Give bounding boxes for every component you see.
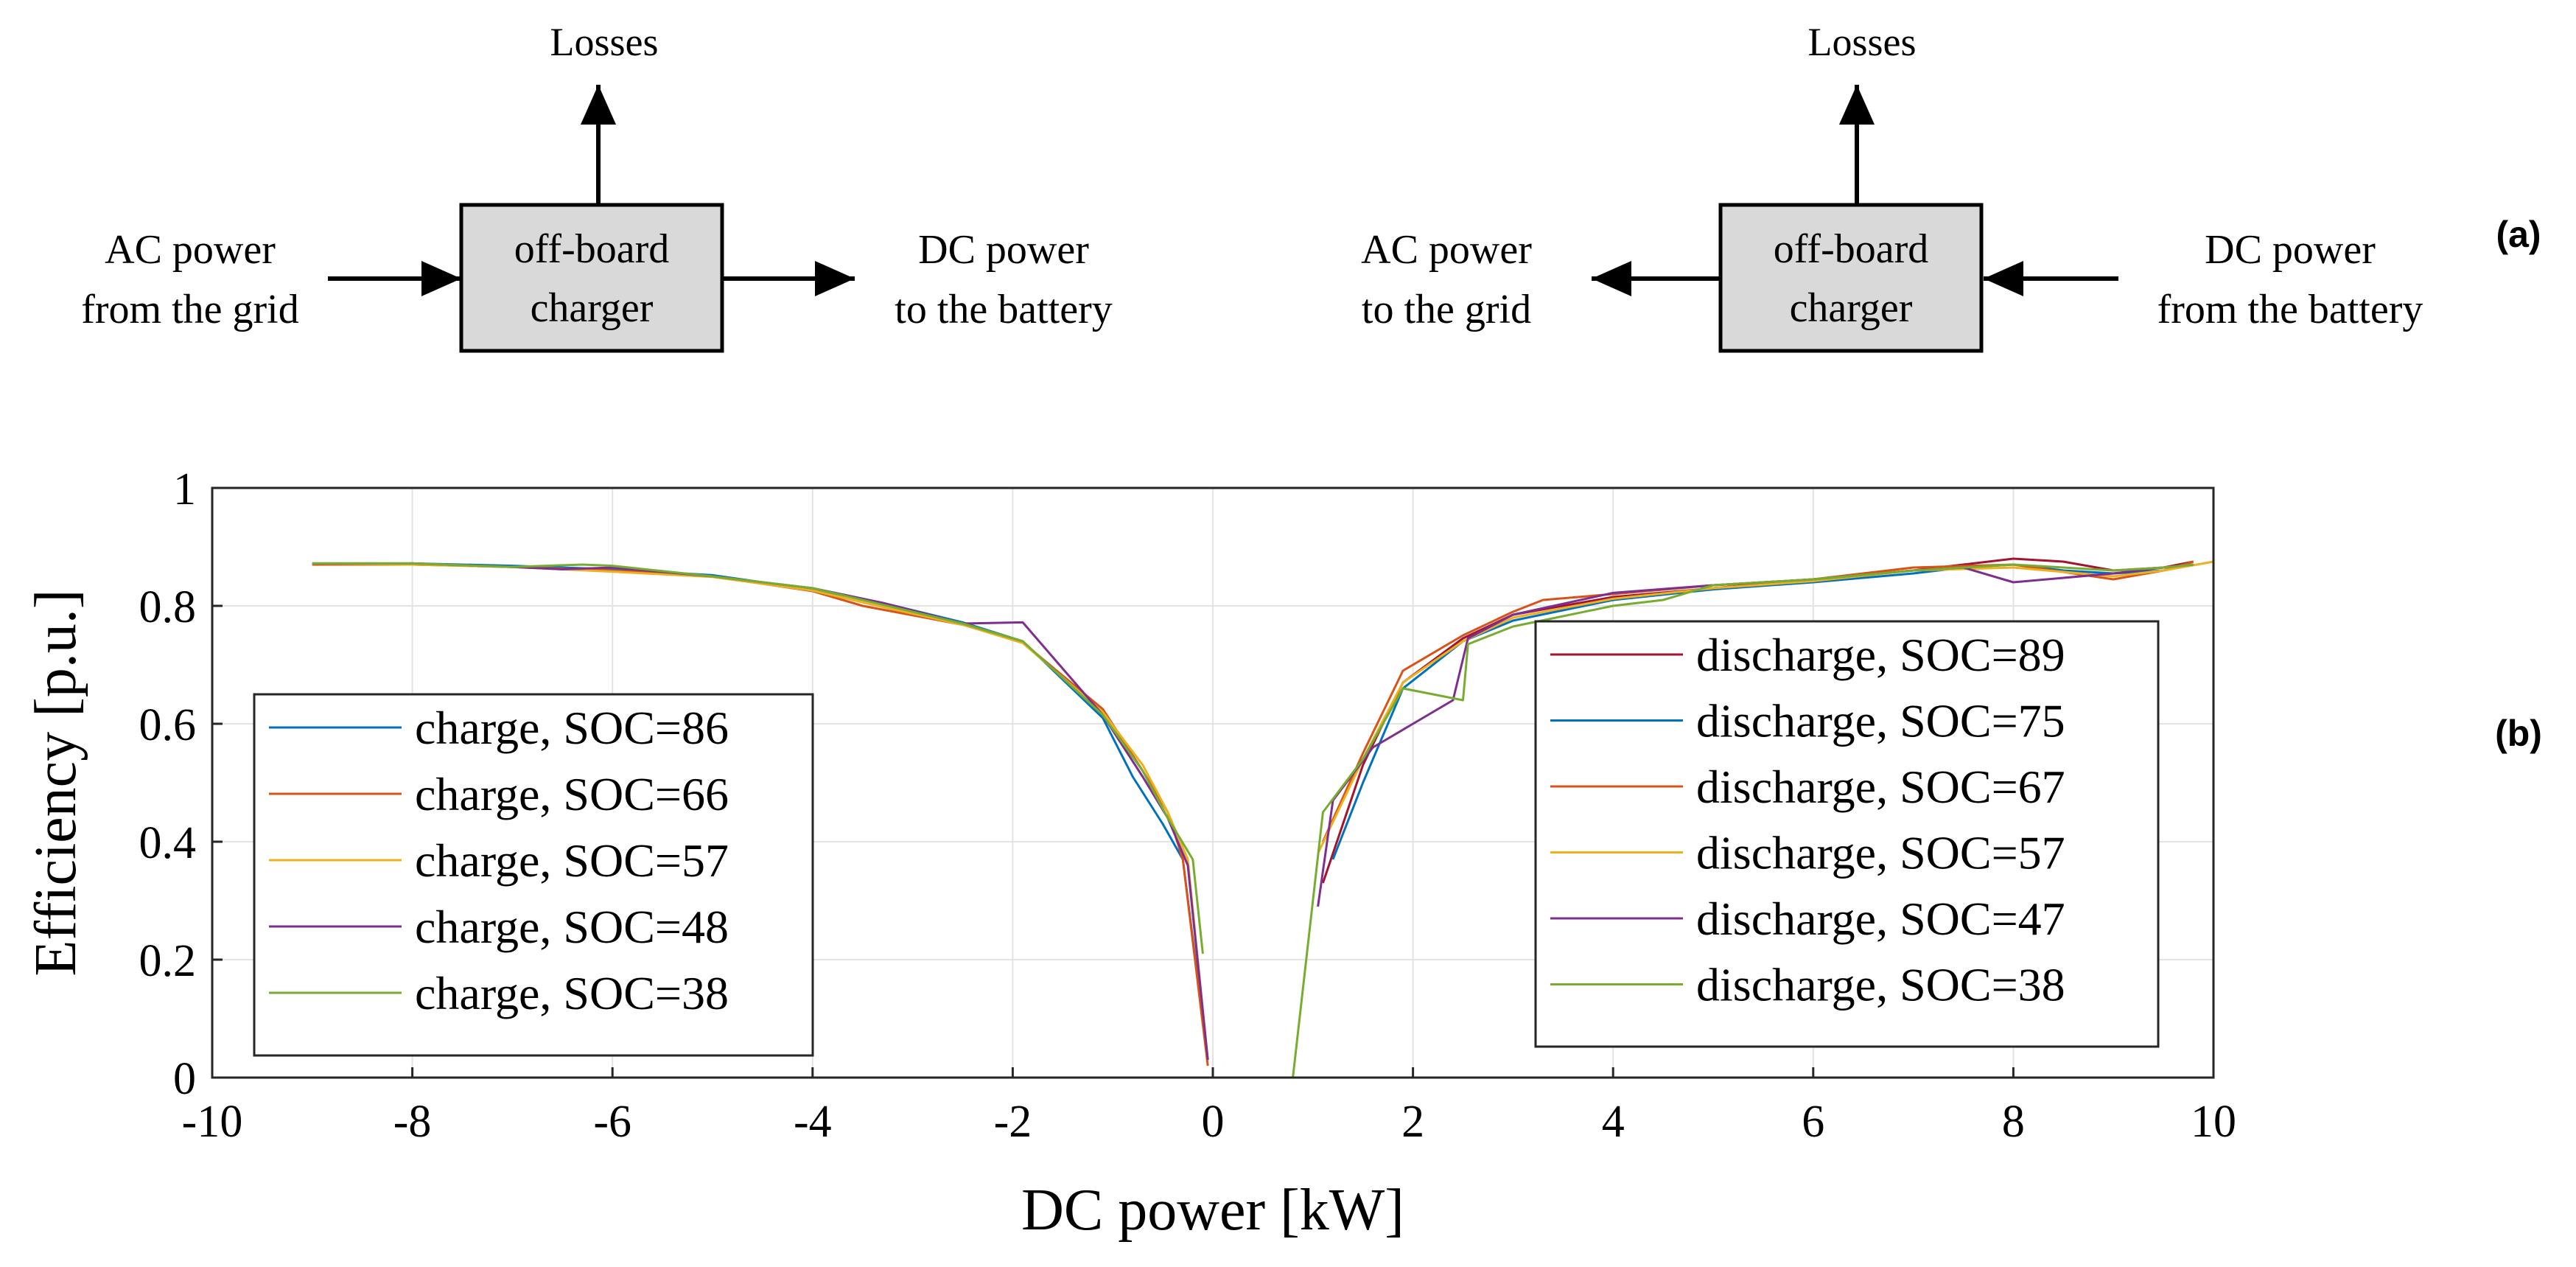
discharge-input-label-line1: DC power [2205,227,2376,273]
x-axis-ticks: -10 -8 -6 -4 -2 0 2 4 6 8 10 [182,1067,2236,1147]
discharge-output-label-line1: AC power [1361,227,1532,273]
panel-label-b: (b) [2495,713,2542,754]
discharge-charger-box-line1: off-board [1774,226,1928,272]
x-tick-label: 8 [2002,1097,2025,1147]
charge-input-label-line1: AC power [105,227,276,273]
series-line-10 [1292,563,2194,1078]
legend-entry-label: charge, SOC=66 [415,768,729,820]
x-tick-label: 4 [1602,1097,1625,1147]
x-tick-label: -4 [794,1097,832,1147]
discharge-charger-box [1718,203,1984,353]
x-tick-label: -2 [994,1097,1032,1147]
discharge-input-label-line2: from the battery [2157,287,2423,332]
y-axis-ticks: 0 0.2 0.4 0.6 0.8 1 [139,464,223,1104]
x-tick-label: 10 [2191,1097,2236,1147]
legend-entry-label: charge, SOC=86 [415,702,729,754]
discharge-charger-box-line2: charger [1790,285,1913,331]
legend-entry-label: charge, SOC=57 [415,834,729,887]
panel-label-a: (a) [2496,214,2541,255]
x-tick-label: -6 [593,1097,631,1147]
charge-output-label-line2: to the battery [895,287,1112,332]
legend-entry-label: discharge, SOC=67 [1696,761,2065,813]
y-tick-label: 0 [173,1054,196,1104]
chart-series [312,557,2214,1078]
y-tick-label: 0.2 [139,936,197,986]
charge-output-label-line1: DC power [918,227,1089,273]
series-line-4 [312,562,1204,954]
x-tick-label: -8 [393,1097,432,1147]
y-tick-label: 0.8 [139,582,197,632]
series-line-6 [1331,563,2194,860]
legend-entry-label: charge, SOC=48 [415,901,729,953]
charge-charger-box-line2: charger [531,285,654,331]
legend-box [253,693,814,1057]
legend-entry-label: discharge, SOC=75 [1696,695,2065,747]
charge-charger-box-line1: off-board [514,226,669,272]
y-tick-label: 0.4 [139,818,197,868]
x-tick-label: -10 [182,1097,243,1147]
efficiency-chart: -10 -8 -6 -4 -2 0 2 4 6 8 10 0 0.2 0.4 0.6 0.8 1 DC pow… [24,464,2236,1243]
discharge-losses-label: Losses [1808,20,1917,64]
x-tick-label: 2 [1401,1097,1424,1147]
charge-input-label-line2: from the grid [81,287,298,332]
y-axis-label: Efficiency [p.u.] [24,590,88,977]
discharge-output-label-line2: to the grid [1362,287,1531,332]
series-line-9 [1317,563,2194,907]
discharge-diagram: Losses off-board charger AC power to the… [1361,20,2423,353]
legend-entry-label: discharge, SOC=89 [1696,629,2065,681]
legend-left: charge, SOC=86 charge, SOC=66 charge, SOC=… [253,693,814,1057]
legend-entry-label: discharge, SOC=57 [1696,827,2065,879]
x-axis-label: DC power [kW] [1021,1178,1404,1243]
legend-box [1534,620,2160,1048]
y-tick-label: 0.6 [139,700,197,750]
x-tick-label: 0 [1202,1097,1225,1147]
legend-entry-label: discharge, SOC=47 [1696,893,2065,945]
legend-entry-label: charge, SOC=38 [415,967,729,1019]
legend-right: discharge, SOC=89 discharge, SOC=75 discha… [1534,620,2160,1048]
x-tick-label: 6 [1802,1097,1824,1147]
legend-entry-label: discharge, SOC=38 [1696,959,2065,1011]
charge-diagram: Losses off-board charger AC power from t… [81,20,1113,353]
series-line-8 [1317,560,2214,854]
y-tick-label: 1 [173,464,196,514]
charge-losses-label: Losses [550,20,659,64]
